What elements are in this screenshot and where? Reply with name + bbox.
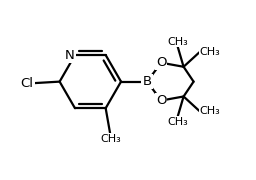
- Text: O: O: [156, 94, 166, 107]
- Text: CH₃: CH₃: [200, 106, 221, 116]
- Text: N: N: [65, 49, 75, 62]
- Text: CH₃: CH₃: [167, 117, 188, 127]
- Text: CH₃: CH₃: [200, 47, 221, 57]
- Text: Cl: Cl: [20, 77, 34, 90]
- Text: O: O: [156, 56, 166, 69]
- Text: CH₃: CH₃: [167, 37, 188, 46]
- Text: B: B: [143, 75, 152, 88]
- Text: CH₃: CH₃: [100, 134, 121, 144]
